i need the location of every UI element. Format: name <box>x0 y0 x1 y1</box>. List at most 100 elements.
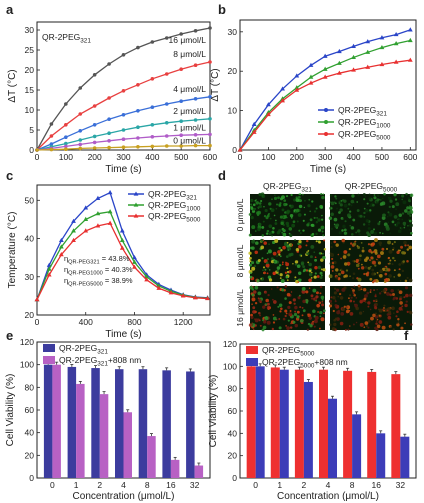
panel-a-point <box>164 102 169 106</box>
panel-e-ylabel: Cell Viability (%) <box>5 374 16 447</box>
panel-b-legend-marker <box>324 132 328 136</box>
micrograph-cell <box>293 211 295 214</box>
panel-e-xtick-label: 32 <box>190 480 200 490</box>
micrograph-cell <box>305 290 309 294</box>
panel-a-series-label: 0 μmol/L <box>173 136 206 146</box>
micrograph-cell <box>329 262 332 265</box>
micrograph-cell <box>339 203 343 207</box>
panel-b-ylabel: ΔT (°C) <box>210 68 221 101</box>
micrograph-cell <box>308 272 313 277</box>
micrograph-cell <box>363 211 366 215</box>
panel-c-legend-label: QR-2PEG5000 <box>148 211 201 224</box>
panel-b-ytick-label: 10 <box>228 106 238 116</box>
micrograph-cell <box>369 205 371 208</box>
panel-e-legend-swatch <box>43 344 55 352</box>
micrograph-cell <box>400 245 404 249</box>
micrograph-cell <box>376 318 379 321</box>
panel-c-point <box>71 218 76 223</box>
micrograph-cell <box>284 297 287 300</box>
micrograph-cell <box>262 319 264 322</box>
micrograph-cell <box>281 263 284 266</box>
micrograph-cell <box>283 211 287 214</box>
panel-e-xtick-label: 4 <box>121 480 126 490</box>
micrograph-cell <box>347 207 350 210</box>
micrograph-cell <box>284 314 287 318</box>
micrograph-cell <box>358 262 360 265</box>
micrograph-cell <box>394 198 398 201</box>
micrograph-cell <box>343 231 348 235</box>
panel-e-xtick-label: 1 <box>74 480 79 490</box>
panel-a-point <box>64 141 68 146</box>
panel-f-bar <box>270 367 280 478</box>
micrograph-cell <box>294 278 296 281</box>
micrograph-cell <box>285 195 289 198</box>
micrograph-cell <box>267 213 270 216</box>
micrograph-cell <box>271 198 273 201</box>
panel-a-point <box>179 32 183 36</box>
micrograph-cell <box>346 306 348 308</box>
micrograph-cell <box>392 247 395 250</box>
micrograph-cell <box>306 251 308 253</box>
micrograph-cell <box>355 321 358 324</box>
micrograph-cell <box>293 312 298 317</box>
micrograph-cell <box>348 297 350 300</box>
panel-b-point <box>294 73 300 78</box>
panel-c-xlabel: Time (s) <box>105 329 141 340</box>
micrograph-cell <box>403 224 406 227</box>
micrograph-cell <box>287 305 291 310</box>
micrograph-cell <box>276 286 279 289</box>
panel-b-point <box>365 49 371 54</box>
micrograph-cell <box>353 303 356 306</box>
panel-a-point <box>92 104 97 108</box>
micrograph-cell <box>261 328 265 332</box>
micrograph-cell <box>391 220 395 224</box>
micrograph-cell <box>297 195 301 199</box>
micrograph-cell <box>357 287 362 291</box>
micrograph-cell <box>399 249 401 252</box>
micrograph-cell <box>252 310 256 314</box>
panel-b-point <box>280 98 285 103</box>
micrograph-cell <box>291 223 296 228</box>
micrograph-cell <box>288 270 292 274</box>
panel-a-series-label: 4 μmol/L <box>173 84 206 94</box>
panel-f-xtick-label: 1 <box>277 480 282 490</box>
micrograph-cell <box>296 310 300 314</box>
micrograph-cell <box>367 301 371 305</box>
micrograph-cell <box>308 222 311 224</box>
panel-b-point <box>322 66 328 71</box>
micrograph-cell <box>341 238 346 243</box>
panel-a-point <box>136 145 140 149</box>
micrograph-cell <box>313 251 316 254</box>
micrograph-cell <box>277 273 280 275</box>
micrograph-cell <box>363 272 366 276</box>
panel-a-xtick-label: 600 <box>203 152 217 162</box>
panel-c-point <box>205 295 210 301</box>
micrograph-cell <box>334 300 337 303</box>
panel-a-ytick-label: 30 <box>25 25 35 35</box>
panel-a-point <box>121 89 126 93</box>
micrograph-cell <box>369 209 372 212</box>
micrograph-cell <box>393 192 397 197</box>
micrograph-cell <box>249 256 252 260</box>
micrograph-cell <box>267 293 270 297</box>
panel-a-point <box>64 135 68 139</box>
micrograph-cell <box>356 201 359 203</box>
micrograph-cell <box>330 265 335 269</box>
panel-f-bar <box>328 398 337 478</box>
micrograph-cell <box>281 208 285 212</box>
panel-e-bar <box>67 366 77 478</box>
micrograph-cell <box>409 323 413 326</box>
micrograph-cell <box>307 250 310 252</box>
panel-b-xtick-label: 500 <box>375 152 389 162</box>
micrograph-cell <box>349 312 354 316</box>
micrograph-cell <box>374 251 378 255</box>
micrograph-cell <box>399 279 402 282</box>
micrograph-cell <box>350 226 355 230</box>
micrograph-cell <box>337 276 341 280</box>
panel-e-xtick-label: 2 <box>97 480 102 490</box>
micrograph-cell <box>329 323 332 326</box>
panel-c-point <box>192 295 198 300</box>
micrograph-cell <box>319 292 322 295</box>
micrograph-cell <box>260 192 265 196</box>
micrograph-cell <box>251 297 256 302</box>
